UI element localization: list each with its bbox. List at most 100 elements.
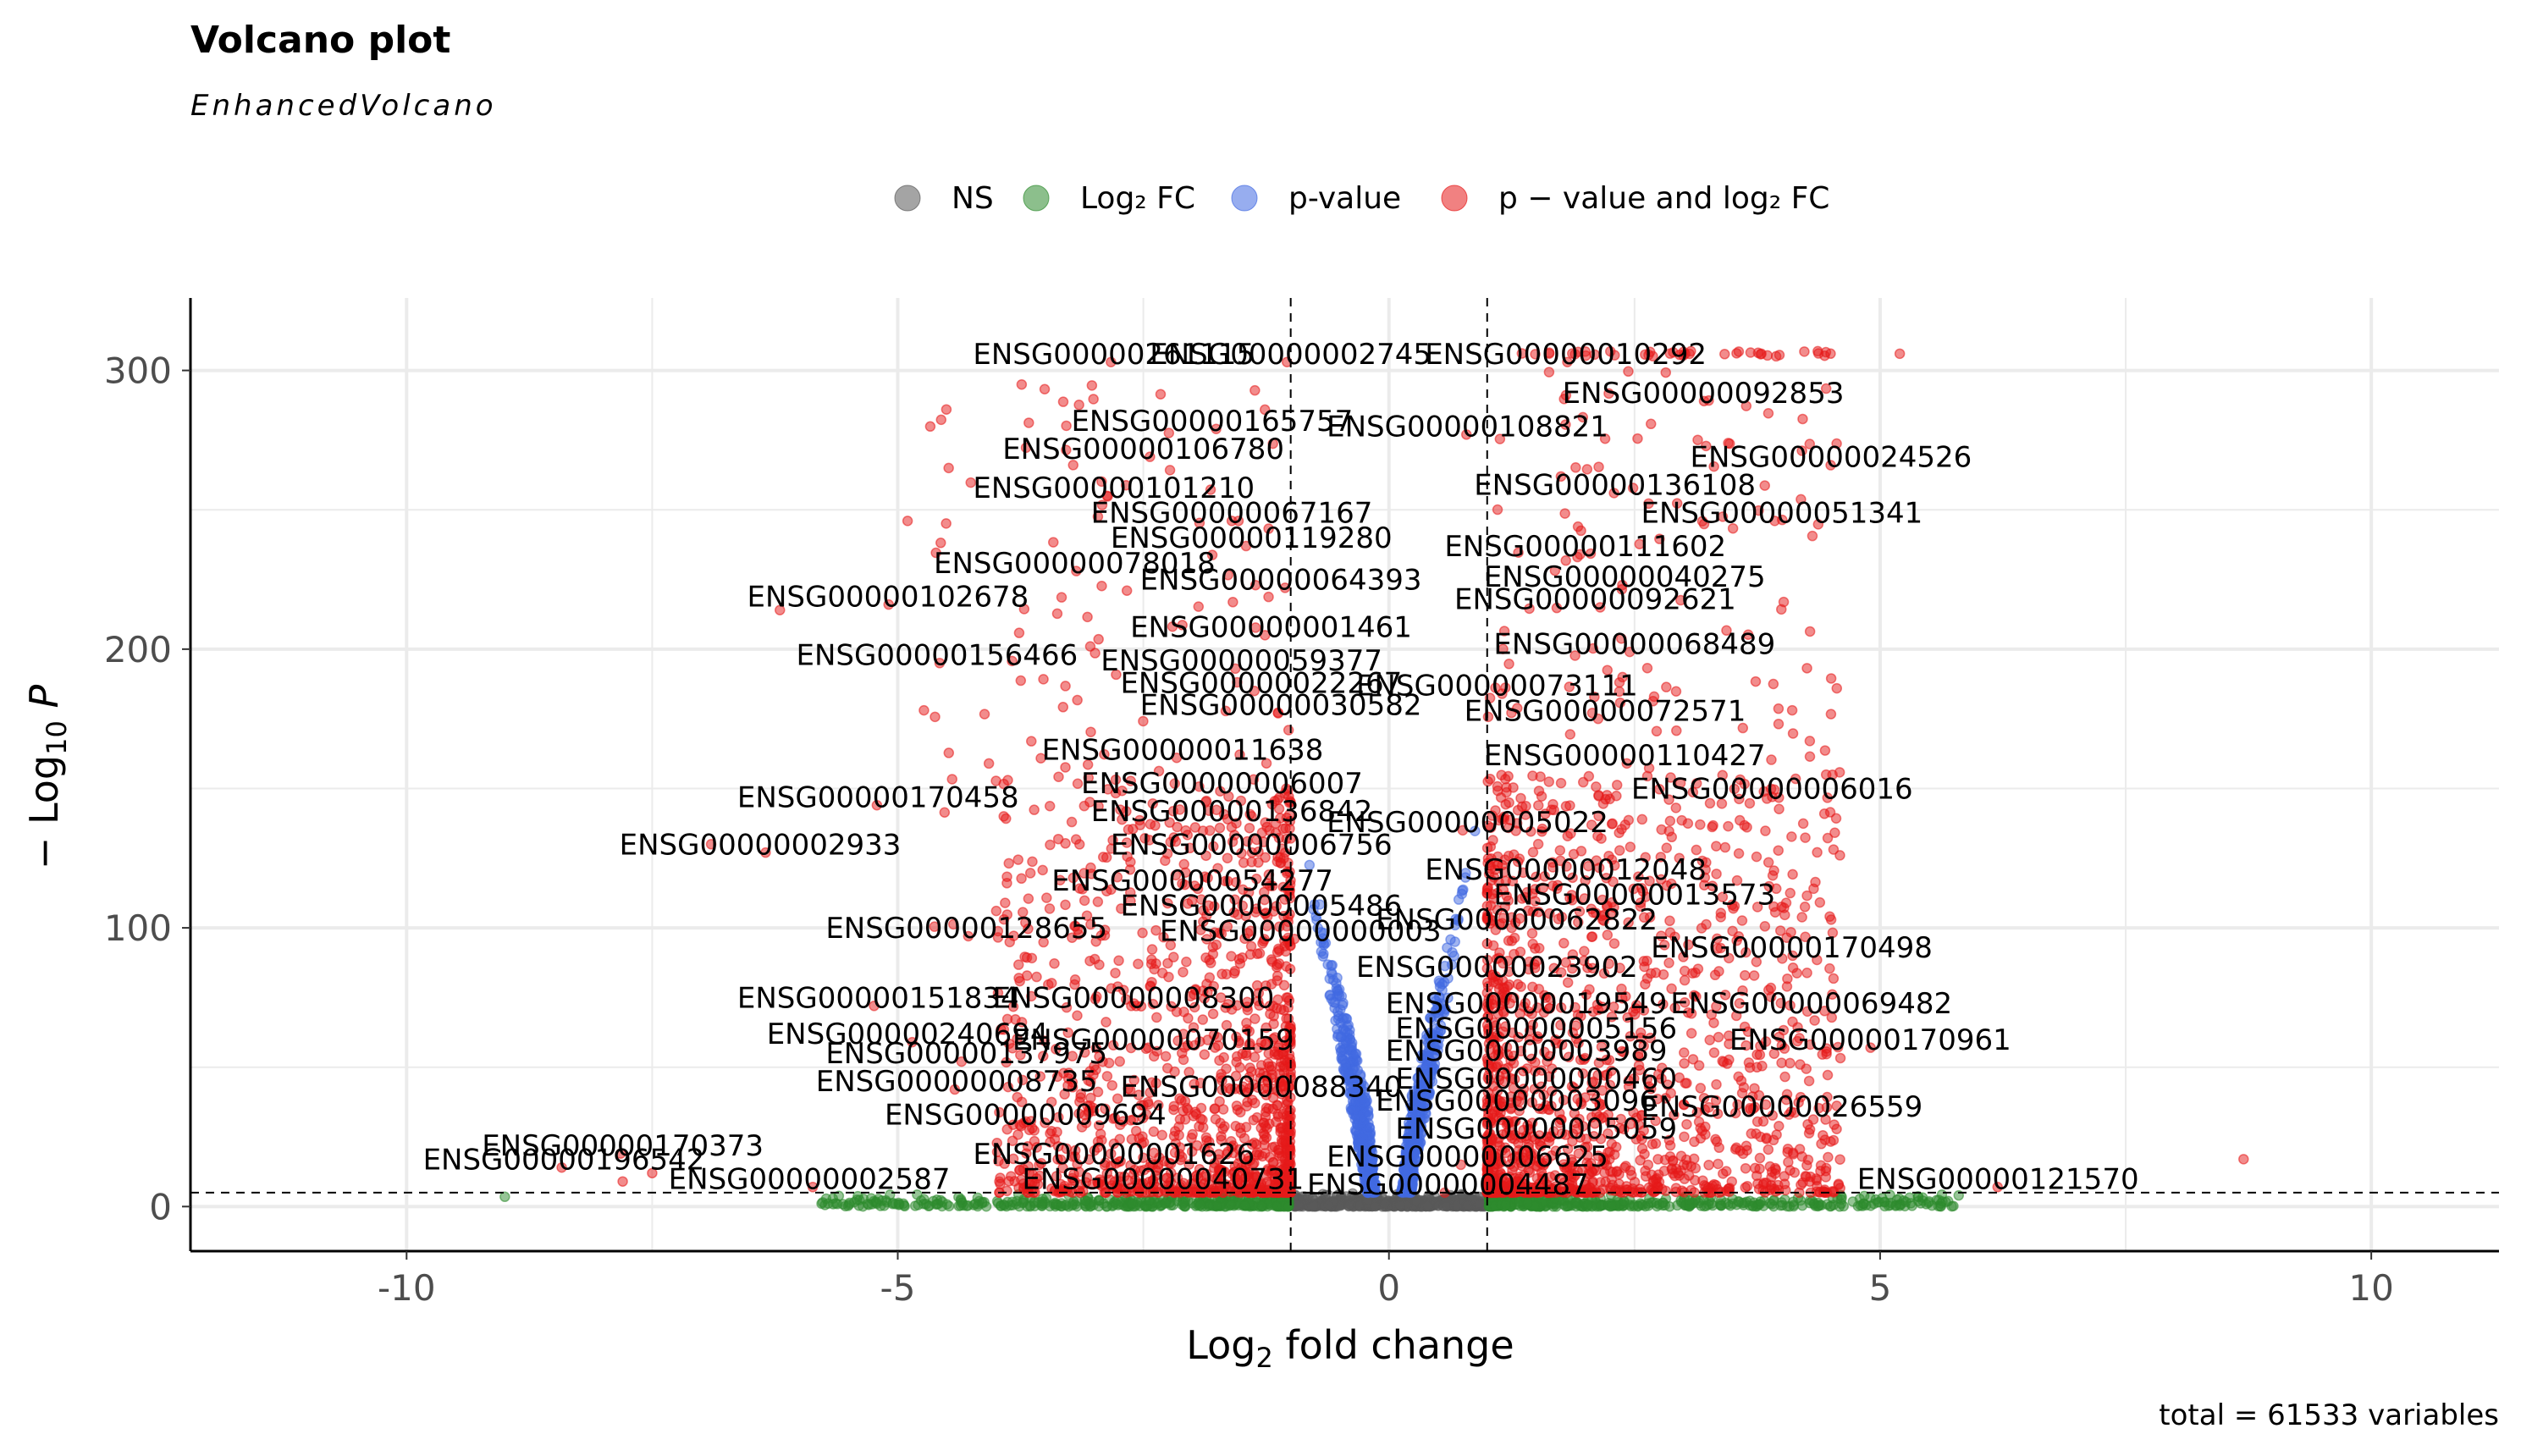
data-point: [1067, 1200, 1078, 1211]
data-point: [1003, 1176, 1015, 1187]
data-point: [1363, 1117, 1374, 1129]
data-point: [1561, 1200, 1573, 1212]
data-point: [1736, 915, 1748, 926]
data-point: [843, 1199, 855, 1211]
data-point: [1699, 1180, 1710, 1191]
data-point: [1723, 1199, 1734, 1210]
data-point: [1796, 912, 1807, 923]
data-point: [1638, 956, 1650, 967]
legend-key-ns: [894, 185, 921, 212]
data-point: [1330, 1015, 1341, 1026]
data-point: [1163, 971, 1174, 983]
data-point: [1326, 993, 1337, 1005]
data-point: [1640, 1165, 1651, 1177]
chart-subtitle: EnhancedVolcano: [190, 89, 497, 123]
data-point: [1000, 897, 1011, 908]
data-point: [1044, 801, 1056, 812]
data-point: [1251, 1111, 1263, 1123]
data-point: [1249, 1013, 1260, 1024]
data-point: [1394, 1200, 1405, 1211]
data-point: [1786, 831, 1797, 842]
data-point: [1825, 1136, 1836, 1147]
data-point: [1017, 1197, 1028, 1209]
data-point: [1181, 956, 1192, 968]
data-point: [1369, 1200, 1381, 1212]
legend-label-ns: NS: [952, 181, 994, 216]
data-point: [1323, 1200, 1334, 1211]
data-point: [1168, 951, 1179, 962]
data-point: [1089, 953, 1101, 965]
data-point: [1632, 1200, 1644, 1212]
data-point: [1052, 833, 1064, 845]
data-point: [1137, 927, 1148, 939]
data-point: [1607, 818, 1618, 830]
data-point: [1713, 966, 1724, 977]
data-point: [1664, 915, 1675, 927]
data-point: [1816, 1139, 1827, 1150]
data-point: [1801, 968, 1812, 979]
data-point: [1070, 834, 1082, 845]
data-point: [953, 1200, 964, 1211]
data-point: [1327, 968, 1338, 980]
data-point: [1532, 838, 1544, 850]
data-point: [1818, 1129, 1829, 1141]
data-point: [1026, 952, 1038, 964]
data-point: [1016, 378, 1028, 390]
data-point: [1029, 804, 1040, 815]
data-point: [1828, 973, 1840, 984]
grid: [190, 298, 2499, 1251]
data-point: [1231, 1056, 1242, 1067]
data-point: [1226, 951, 1237, 962]
data-point: [1773, 845, 1784, 856]
data-point: [1260, 1111, 1272, 1122]
data-point: [1820, 1166, 1832, 1177]
data-point: [1737, 1197, 1748, 1209]
data-point: [1739, 969, 1751, 981]
data-point: [1679, 1047, 1690, 1058]
legend-label-p: p-value: [1288, 181, 1401, 216]
data-point: [1683, 1170, 1695, 1181]
data-point: [1740, 1140, 1752, 1152]
data-point: [1646, 1197, 1657, 1209]
data-point: [1260, 1121, 1271, 1132]
data-point: [1679, 974, 1691, 986]
data-point: [1660, 1185, 1672, 1197]
data-point: [1779, 1171, 1790, 1182]
data-point: [1707, 821, 1718, 833]
data-point: [1614, 1178, 1625, 1189]
data-point: [1735, 1075, 1747, 1086]
data-point: [1281, 1013, 1292, 1024]
data-point: [1555, 777, 1567, 789]
data-point: [1679, 1057, 1690, 1069]
data-point: [1687, 1054, 1699, 1065]
data-point: [870, 1196, 882, 1207]
data-point: [1770, 1186, 1781, 1197]
data-point: [1352, 1119, 1363, 1131]
data-point: [1272, 994, 1283, 1006]
data-point: [1762, 1144, 1774, 1155]
data-point: [1332, 1029, 1343, 1040]
data-point: [1259, 1139, 1270, 1150]
data-point: [1492, 785, 1503, 797]
data-point: [1710, 1133, 1721, 1145]
data-point: [1680, 1078, 1691, 1089]
data-point: [1146, 954, 1157, 965]
data-point: [1110, 968, 1121, 979]
data-point: [1687, 968, 1698, 979]
legend: NS Log₂ FC p-value p − value and log₂ FC: [894, 181, 1829, 216]
data-point: [1834, 1154, 1845, 1165]
data-point: [1031, 971, 1042, 983]
data-point: [1682, 818, 1694, 829]
data-point: [1214, 1055, 1225, 1066]
data-point: [1346, 1037, 1358, 1049]
data-point: [1608, 938, 1620, 949]
data-point: [909, 1200, 921, 1211]
data-point: [1700, 1128, 1711, 1140]
data-point: [1421, 1200, 1433, 1211]
data-point: [887, 1197, 898, 1209]
data-point: [1101, 1071, 1113, 1082]
data-point: [1794, 1144, 1806, 1155]
data-point: [1675, 1150, 1687, 1161]
data-point: [1326, 960, 1337, 971]
